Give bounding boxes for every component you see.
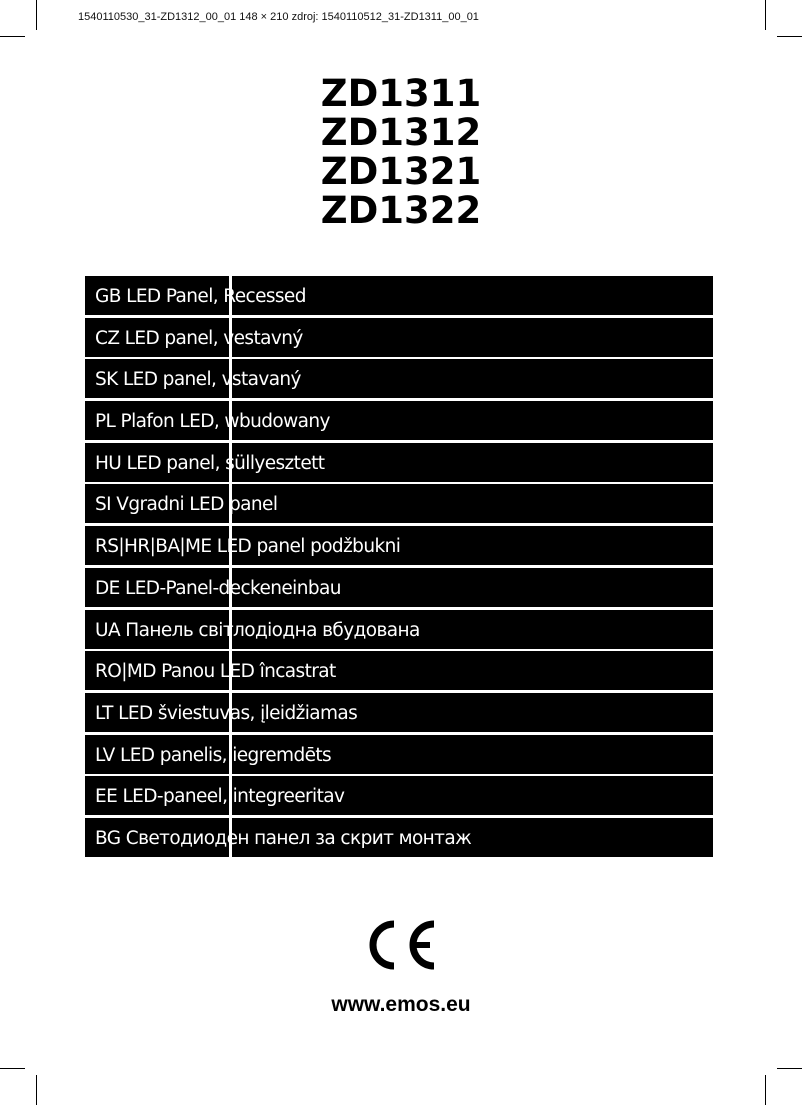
ce-mark-icon (369, 920, 435, 970)
model-number: ZD1311 (320, 72, 482, 115)
crop-mark (765, 0, 766, 30)
website-link[interactable]: www.emos.eu (331, 993, 471, 1016)
product-name-bar: CZ LED panel, vestavný (85, 317, 713, 357)
crop-mark (0, 36, 25, 37)
product-name-bar: GB LED Panel, Recessed (85, 276, 713, 315)
product-name-bar: LT LED šviestuvas, įleidžiamas (85, 692, 713, 732)
divider-line (229, 272, 232, 864)
product-name-bar: PL Plafon LED, wbudowany (85, 401, 713, 441)
crop-mark (765, 1075, 766, 1105)
product-name-bar: HU LED panel, süllyesztett (85, 442, 713, 482)
product-name-bar: DE LED-Panel-deckeneinbau (85, 567, 713, 607)
crop-mark (777, 1068, 802, 1069)
model-number: ZD1312 (320, 111, 482, 154)
product-name-bar: SI Vgradni LED panel (85, 484, 713, 524)
crop-mark (777, 36, 802, 37)
product-name-bar: EE LED-paneel, integreeritav (85, 776, 713, 816)
model-number: ZD1321 (320, 150, 482, 193)
crop-mark (36, 1075, 37, 1105)
product-name-bar: SK LED panel, vstavaný (85, 359, 713, 399)
model-list: ZD1311 ZD1312 ZD1321 ZD1322 (0, 74, 802, 230)
product-name-bar: RS|HR|BA|ME LED panel podžbukni (85, 526, 713, 566)
product-name-bar: RO|MD Panou LED încastrat (85, 651, 713, 691)
product-name-list: GB LED Panel, Recessed CZ LED panel, ves… (85, 276, 713, 860)
print-info: 1540110530_31-ZD1312_00_01 148 × 210 zdr… (78, 11, 479, 23)
product-name-bar: UA Панель світлодіодна вбудована (85, 609, 713, 649)
crop-mark (36, 0, 37, 30)
model-number: ZD1322 (320, 189, 482, 232)
product-name-bar: BG Светодиоден панел за скрит монтаж (85, 817, 713, 857)
crop-mark (0, 1068, 25, 1069)
product-name-bar: LV LED panelis, iegremdēts (85, 734, 713, 774)
